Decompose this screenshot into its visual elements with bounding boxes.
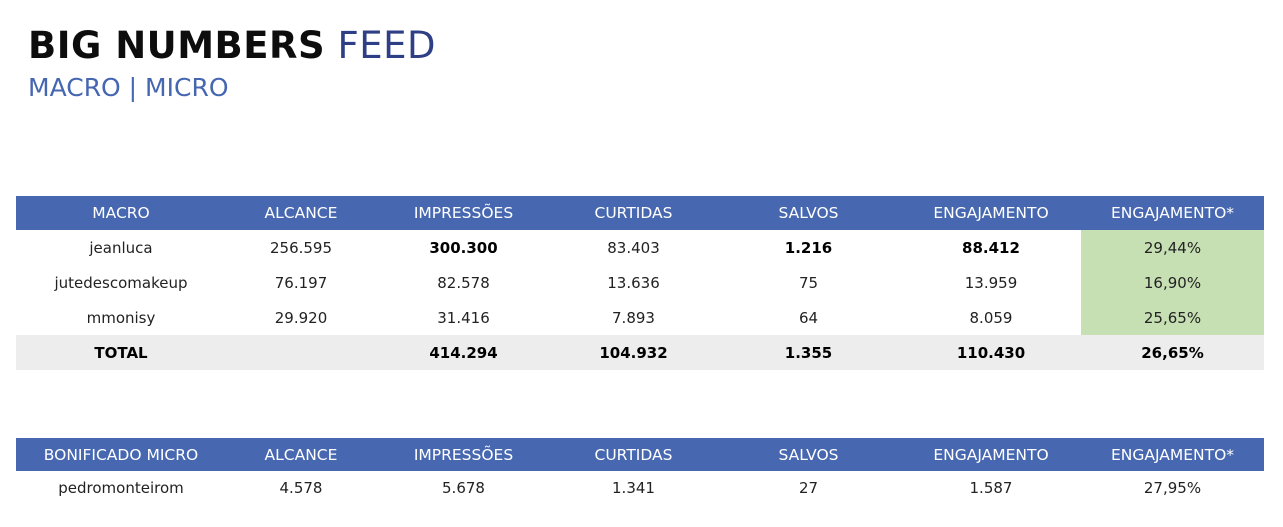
cell-curtidas: 13.636 (607, 273, 660, 292)
cell-total-engajamento: 110.430 (901, 335, 1081, 370)
cell-impressoes: 5.678 (442, 479, 485, 497)
table-row: jeanluca 256.595 300.300 83.403 1.216 88… (16, 230, 1264, 265)
col-header-impressoes: IMPRESSÕES (376, 196, 551, 230)
col-header-curtidas: CURTIDAS (551, 438, 716, 471)
cell-engajamento: 13.959 (964, 273, 1018, 292)
cell-engajamento-pct: 29,44% (1081, 230, 1264, 265)
title-bold: BIG NUMBERS (28, 24, 326, 67)
cell-profile: jeanluca (89, 238, 153, 257)
col-header-alcance: ALCANCE (226, 438, 376, 471)
cell-engajamento-pct: 27,95% (1143, 479, 1202, 497)
title-light: FEED (337, 24, 436, 67)
cell-alcance: 4.578 (279, 479, 323, 497)
cell-engajamento-pct: 25,65% (1081, 300, 1264, 335)
cell-salvos: 64 (798, 308, 819, 327)
cell-total-curtidas: 104.932 (551, 335, 716, 370)
cell-impressoes: 300.300 (429, 238, 498, 257)
cell-total-alcance (226, 335, 376, 370)
table-row: mmonisy 29.920 31.416 7.893 64 8.059 25,… (16, 300, 1264, 335)
cell-curtidas: 1.341 (612, 479, 655, 497)
col-header-alcance: ALCANCE (226, 196, 376, 230)
cell-alcance: 29.920 (274, 308, 328, 327)
cell-profile: jutedescomakeup (54, 273, 188, 292)
cell-alcance: 256.595 (269, 238, 333, 257)
total-row: TOTAL 414.294 104.932 1.355 110.430 26,6… (16, 335, 1264, 370)
col-header-engajamento-pct: ENGAJAMENTO* (1081, 438, 1264, 471)
page-title: BIG NUMBERS FEED (28, 24, 436, 68)
cell-total-salvos: 1.355 (716, 335, 901, 370)
table-row: pedromonteirom 4.578 5.678 1.341 27 1.58… (16, 471, 1264, 505)
cell-engajamento: 1.587 (969, 479, 1013, 497)
cell-engajamento-pct: 16,90% (1081, 265, 1264, 300)
cell-total-label: TOTAL (16, 335, 226, 370)
cell-profile: pedromonteirom (58, 479, 184, 497)
col-header-impressoes: IMPRESSÕES (376, 438, 551, 471)
col-header-macro: MACRO (16, 196, 226, 230)
cell-profile: mmonisy (86, 308, 156, 327)
macro-table: MACRO ALCANCE IMPRESSÕES CURTIDAS SALVOS… (16, 196, 1264, 370)
page-subtitle: MACRO | MICRO (28, 73, 229, 102)
cell-engajamento: 8.059 (969, 308, 1013, 327)
micro-table-header-row: BONIFICADO MICRO ALCANCE IMPRESSÕES CURT… (16, 438, 1264, 471)
cell-salvos: 1.216 (784, 238, 833, 257)
col-header-engajamento: ENGAJAMENTO (901, 438, 1081, 471)
col-header-engajamento-pct: ENGAJAMENTO* (1081, 196, 1264, 230)
cell-salvos: 75 (798, 273, 819, 292)
cell-total-impressoes: 414.294 (376, 335, 551, 370)
cell-curtidas: 7.893 (612, 308, 655, 327)
cell-alcance: 76.197 (274, 273, 328, 292)
col-header-curtidas: CURTIDAS (551, 196, 716, 230)
col-header-salvos: SALVOS (716, 438, 901, 471)
col-header-salvos: SALVOS (716, 196, 901, 230)
col-header-engajamento: ENGAJAMENTO (901, 196, 1081, 230)
col-header-bonificado-micro: BONIFICADO MICRO (16, 438, 226, 471)
macro-table-header-row: MACRO ALCANCE IMPRESSÕES CURTIDAS SALVOS… (16, 196, 1264, 230)
cell-engajamento: 88.412 (962, 238, 1020, 257)
cell-curtidas: 83.403 (607, 238, 660, 257)
cell-impressoes: 82.578 (437, 273, 490, 292)
cell-salvos: 27 (798, 479, 819, 497)
micro-table: BONIFICADO MICRO ALCANCE IMPRESSÕES CURT… (16, 438, 1264, 505)
cell-impressoes: 31.416 (437, 308, 490, 327)
cell-total-engajamento-pct: 26,65% (1081, 335, 1264, 370)
table-row: jutedescomakeup 76.197 82.578 13.636 75 … (16, 265, 1264, 300)
